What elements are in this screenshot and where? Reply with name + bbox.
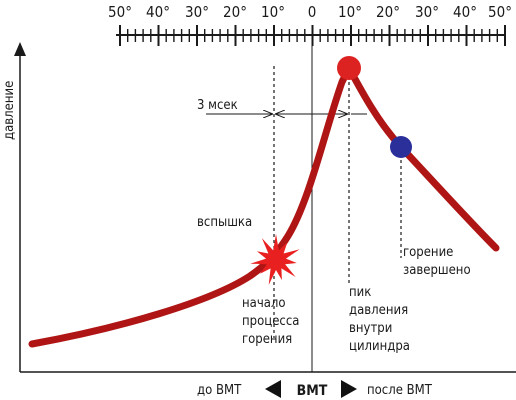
end-label: горение завершено <box>403 245 471 278</box>
y-axis-label: давление <box>2 81 17 140</box>
scale-label: 30° <box>415 3 439 21</box>
peak-label: пик давления внутри цилиндра <box>349 285 410 354</box>
pressure-curve <box>28 64 500 348</box>
after-tdc-label: после ВМТ <box>367 383 433 398</box>
scale-label: 50° <box>488 3 512 21</box>
start-label-line: горения <box>242 332 292 347</box>
scale-label: 40° <box>453 3 477 21</box>
scale-label: 40° <box>146 3 170 21</box>
before-tdc-label: до ВМТ <box>197 383 242 398</box>
start-label-line: процесса <box>242 314 299 329</box>
peak-label-line: цилиндра <box>349 339 410 354</box>
scale-label: 0 <box>308 3 317 21</box>
scale-label: 20° <box>376 3 400 21</box>
scale-label: 10° <box>261 3 285 21</box>
flash-label: вспышка <box>197 215 252 230</box>
scale-label: 10° <box>338 3 362 21</box>
scale-label: 30° <box>185 3 209 21</box>
peak-label-line: внутри <box>349 321 392 336</box>
combustion-end-marker <box>390 136 412 158</box>
scale-label: 20° <box>223 3 247 21</box>
start-label-line: начало <box>242 296 286 311</box>
y-axis-arrow-icon <box>14 42 26 56</box>
degree-scale-labels: 50° 40° 30° 20° 10° 0 10° 20° 30° 40° 50… <box>108 3 512 21</box>
end-label-line: горение <box>403 245 453 260</box>
scale-label: 50° <box>108 3 132 21</box>
start-label: начало процесса горения <box>242 296 299 347</box>
end-label-line: завершено <box>403 263 471 278</box>
triangle-left-icon <box>265 380 281 398</box>
degree-ruler <box>116 25 506 46</box>
peak-label-line: давления <box>349 303 408 318</box>
triangle-right-icon <box>341 380 357 398</box>
peak-label-line: пик <box>349 285 371 300</box>
peak-pressure-marker <box>337 56 361 80</box>
ruler-ticks <box>119 25 506 46</box>
tdc-label: ВМТ <box>297 383 328 399</box>
spark-burst-icon <box>250 234 300 285</box>
duration-label: 3 мсек <box>197 98 238 113</box>
